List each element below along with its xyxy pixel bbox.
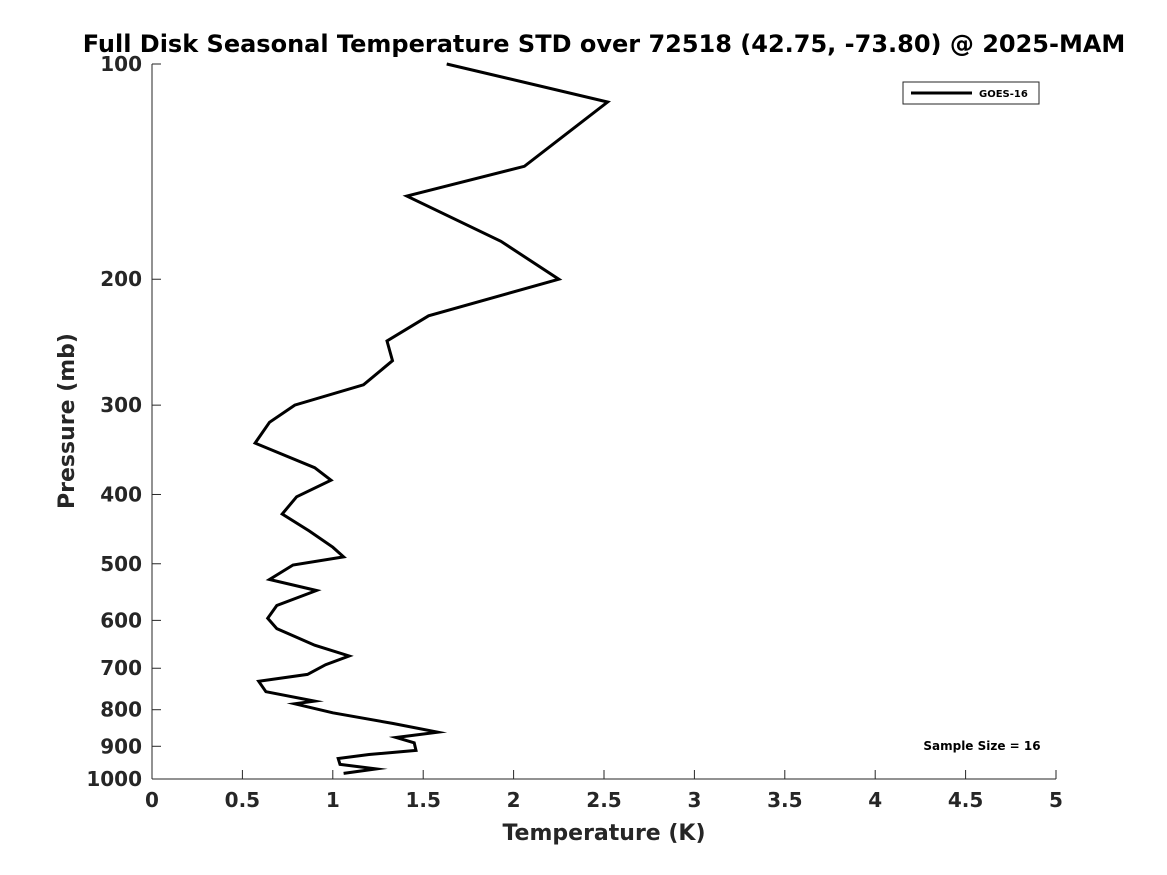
x-tick-label: 5 [1049, 788, 1063, 812]
x-tick-label: 0 [145, 788, 159, 812]
y-tick-label: 800 [100, 698, 142, 722]
x-tick-label: 1.5 [405, 788, 440, 812]
y-ticks: 100 200 300 400 500 600 700 800 900 1000 [86, 52, 161, 791]
y-tick-label: 700 [100, 656, 142, 680]
y-tick-label: 100 [100, 52, 142, 76]
sample-size-annotation: Sample Size = 16 [923, 739, 1040, 753]
x-tick-label: 1 [326, 788, 340, 812]
x-tick-label: 4 [868, 788, 882, 812]
legend: GOES-16 [902, 81, 1040, 105]
x-axis-label: Temperature (K) [502, 821, 705, 846]
y-tick-label: 600 [100, 608, 142, 632]
chart-title: Full Disk Seasonal Temperature STD over … [83, 30, 1126, 58]
y-tick-label: 500 [100, 552, 142, 576]
series-group [252, 62, 612, 775]
x-tick-label: 3 [687, 788, 701, 812]
x-tick-label: 0.5 [225, 788, 260, 812]
y-axis-label: Pressure (mb) [55, 333, 80, 509]
legend-entry: GOES-16 [979, 89, 1028, 100]
x-tick-label: 2 [507, 788, 521, 812]
y-tick-label: 1000 [86, 767, 142, 791]
x-tick-label: 2.5 [586, 788, 621, 812]
y-tick-label: 400 [100, 482, 142, 506]
x-tick-label: 3.5 [767, 788, 802, 812]
x-tick-label: 4.5 [948, 788, 983, 812]
y-tick-label: 300 [100, 393, 142, 417]
y-tick-label: 900 [100, 734, 142, 758]
plot-area [151, 64, 1056, 780]
series-line-goes-16 [252, 62, 612, 775]
x-ticks: 0 0.5 1 1.5 2 2.5 3 3.5 4 4.5 5 [145, 770, 1063, 812]
y-tick-label: 200 [100, 267, 142, 291]
